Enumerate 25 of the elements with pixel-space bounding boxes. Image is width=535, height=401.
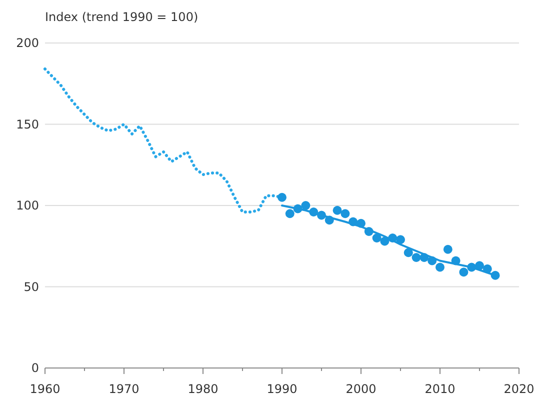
point xyxy=(459,268,468,277)
x-tick-label: 1960 xyxy=(30,382,60,396)
point xyxy=(332,206,342,215)
y-tick-label: 200 xyxy=(16,36,39,50)
y-tick-label: 0 xyxy=(31,361,39,375)
point xyxy=(396,235,405,244)
point xyxy=(372,234,382,242)
y-tick-label: 50 xyxy=(24,280,39,294)
x-tick-label: 2010 xyxy=(424,382,456,396)
point xyxy=(301,201,310,210)
x-tick-label: 1980 xyxy=(188,382,218,396)
point xyxy=(412,253,421,262)
point xyxy=(340,209,350,218)
y-tick-label: 150 xyxy=(16,117,39,132)
point xyxy=(285,209,294,218)
x-tick-label: 2000 xyxy=(346,382,376,396)
point xyxy=(443,244,452,254)
x-tick-label: 1990 xyxy=(266,382,298,396)
point xyxy=(436,262,444,272)
point xyxy=(278,192,286,202)
y-axis-title: Index (trend 1990 = 100) xyxy=(45,10,198,24)
y-tick-label: 100 xyxy=(16,198,39,212)
x-tick-label: 1970 xyxy=(108,382,140,396)
x-tick-label: 2020 xyxy=(504,382,534,396)
point xyxy=(404,248,413,258)
